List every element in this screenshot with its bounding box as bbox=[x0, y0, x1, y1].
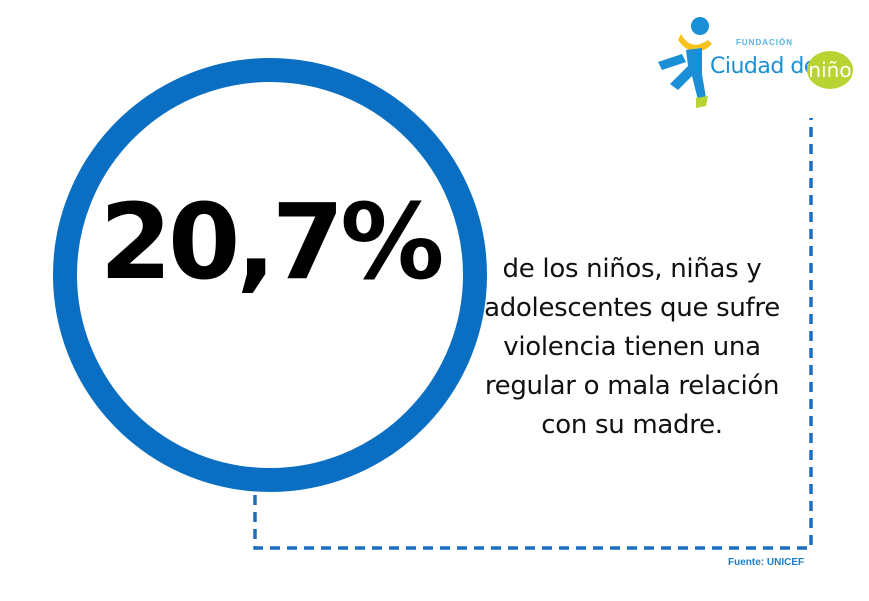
foundation-logo: FUNDACIÓN Ciudad del niño bbox=[656, 14, 856, 110]
logo-badge: niño bbox=[807, 51, 853, 89]
logo-title: Ciudad del bbox=[710, 54, 823, 79]
logo-subtitle: FUNDACIÓN bbox=[736, 38, 793, 47]
source-note: Fuente: UNICEF bbox=[728, 557, 805, 568]
stat-statement: de los niños, niñas y adolescentes que s… bbox=[484, 254, 780, 440]
stat-value: 20,7% bbox=[99, 181, 445, 303]
child-figure-icon bbox=[658, 17, 712, 108]
